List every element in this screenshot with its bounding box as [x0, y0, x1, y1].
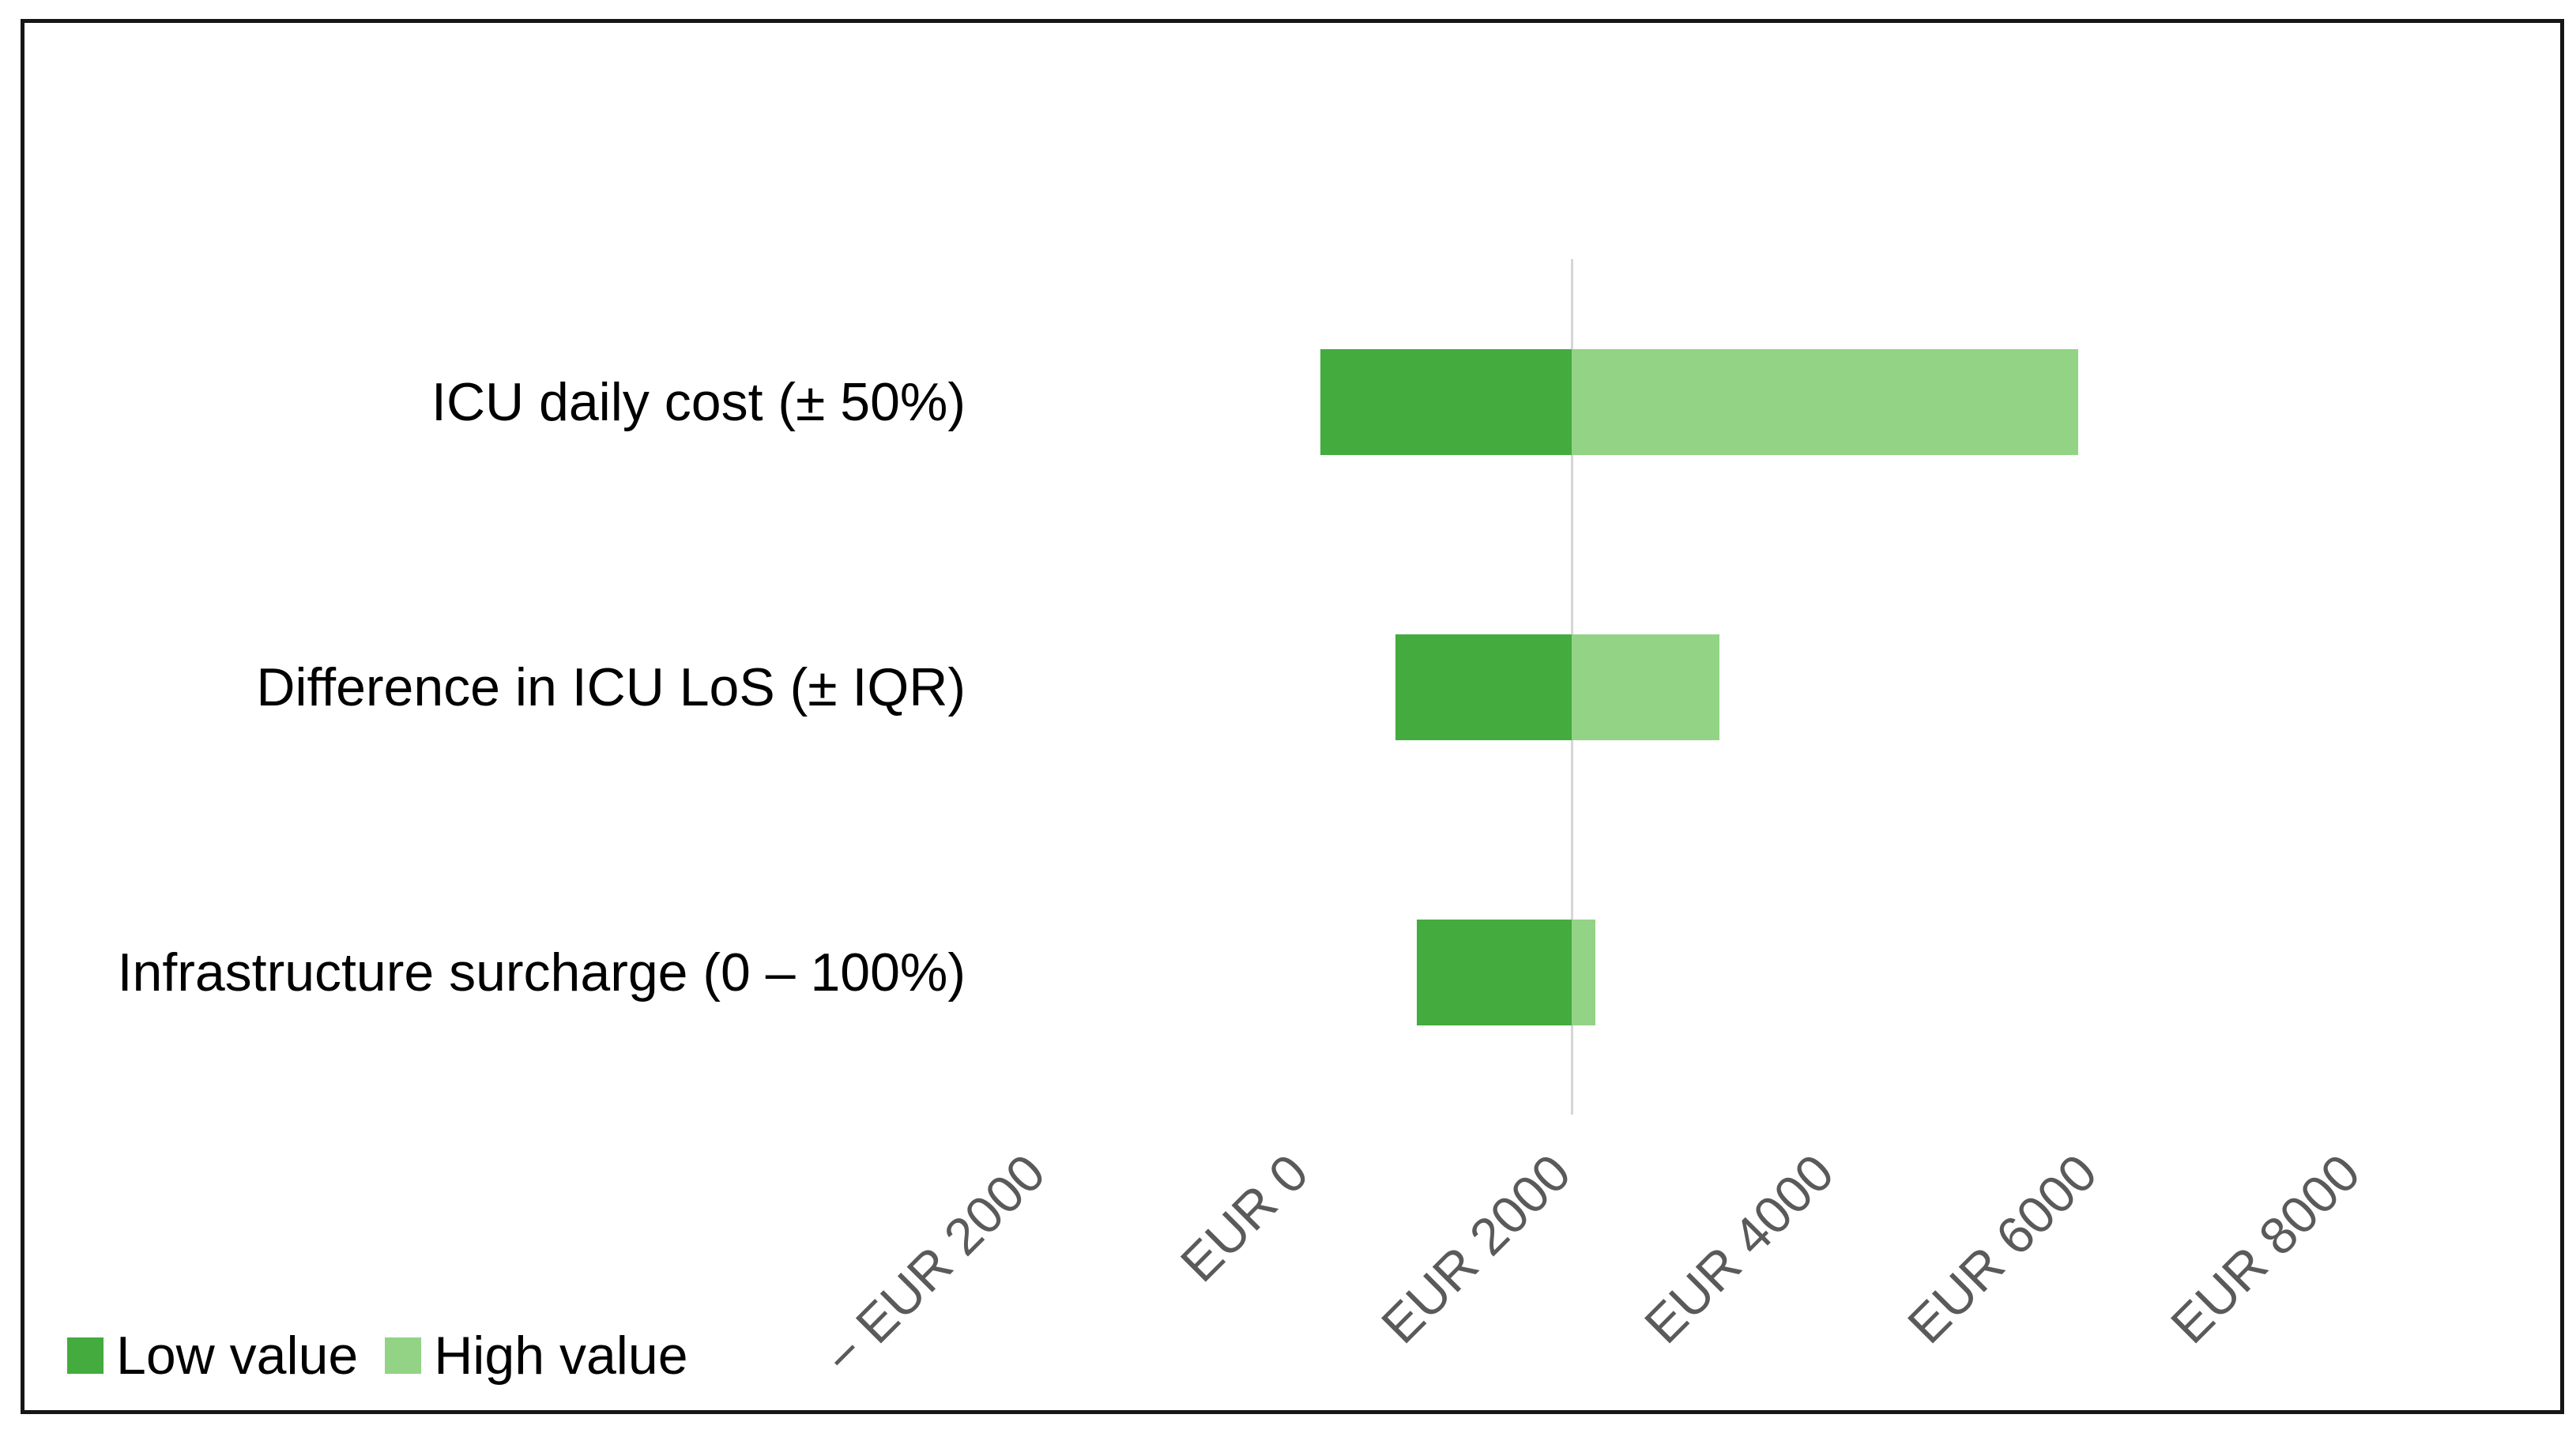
chart-frame-border [21, 19, 2564, 1414]
legend-item-high: High value [385, 1326, 688, 1386]
legend-label-high-value: High value [434, 1326, 688, 1386]
bar-high-segment [1572, 634, 1719, 740]
bar-low-segment [1320, 349, 1572, 455]
legend-label-low-value: Low value [116, 1326, 359, 1386]
legend-item-low: Low value [67, 1329, 358, 1382]
category-label: ICU daily cost (± 50%) [431, 372, 966, 432]
legend: Low value High value [67, 1329, 688, 1382]
legend-swatch-low-value [67, 1337, 104, 1374]
category-label: Difference in ICU LoS (± IQR) [256, 657, 966, 717]
bar-low-segment [1395, 634, 1572, 740]
bar-high-segment [1572, 349, 2079, 455]
category-label: Infrastructure surcharge (0 – 100%) [117, 942, 966, 1003]
bar-high-segment [1572, 920, 1596, 1025]
bar-low-segment [1416, 920, 1572, 1025]
legend-swatch-high-value [385, 1337, 422, 1374]
